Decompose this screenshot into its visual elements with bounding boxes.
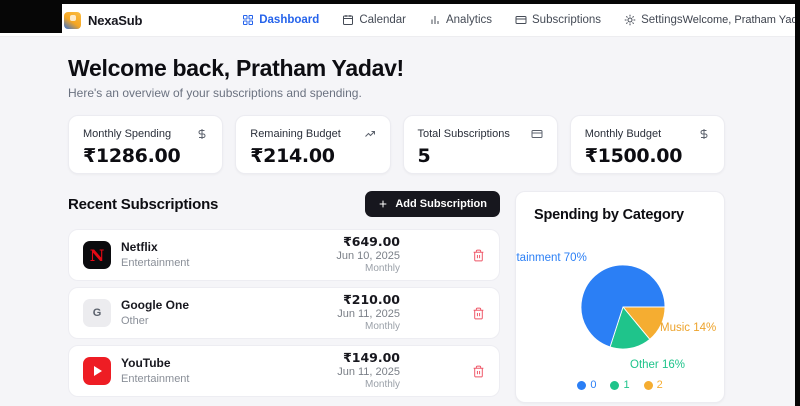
subscription-date: Jun 11, 2025	[337, 307, 400, 320]
subscription-price: ₹649.00	[343, 234, 400, 250]
stat-card-monthly-spending: Monthly Spending ₹1286.00	[68, 115, 224, 174]
nav-item-calendar[interactable]: Calendar	[342, 14, 406, 26]
delete-subscription-button[interactable]	[472, 307, 485, 320]
youtube-logo-icon	[83, 357, 111, 385]
subscription-category: Other	[121, 314, 149, 327]
stat-card-remaining-budget: Remaining Budget ₹214.00	[235, 115, 391, 174]
nav-right: Welcome, Pratham Yadav Sign Out	[683, 2, 800, 38]
stat-label: Total Subscriptions	[417, 128, 510, 140]
add-subscription-label: Add Subscription	[395, 198, 487, 210]
legend-label: 0	[590, 379, 597, 391]
stat-card-total-subscriptions: Total Subscriptions 5	[402, 115, 558, 174]
subscriptions-card-icon	[515, 16, 527, 24]
brand-name: NexaSub	[88, 12, 143, 28]
nav-label: Settings	[641, 14, 683, 26]
stat-label: Monthly Budget	[584, 128, 662, 140]
nexasub-logo-icon	[64, 11, 81, 29]
legend-item-1[interactable]: 1	[610, 379, 630, 391]
nav-label: Analytics	[445, 14, 493, 26]
play-icon	[94, 366, 102, 376]
legend-item-0[interactable]: 0	[577, 379, 596, 391]
subscription-row-google-one: G Google One Other ₹210.00 Jun 11, 2025 …	[68, 287, 500, 339]
nav-item-subscriptions[interactable]: Subscriptions	[515, 14, 601, 26]
trending-up-icon	[364, 128, 376, 140]
stat-value: ₹1500.00	[584, 145, 683, 167]
recent-subscriptions-section: Recent Subscriptions Add Subscription N …	[68, 191, 500, 403]
top-navbar: NexaSub Dashboard Calendar Analytics Sub…	[0, 4, 800, 37]
spending-by-category-card: Spending by Category Entertainment 70% M…	[515, 191, 725, 403]
subscription-frequency: Monthly	[364, 321, 400, 333]
pie-label-other: Other 16%	[630, 359, 685, 371]
credit-card-icon	[531, 128, 543, 140]
subscription-row-netflix: N Netflix Entertainment ₹649.00 Jun 10, …	[68, 229, 500, 281]
main-content: Welcome back, Pratham Yadav! Here's an o…	[0, 37, 795, 403]
brand: NexaSub	[64, 11, 143, 29]
legend-dot-orange	[643, 380, 653, 390]
pie-label-music: Music 14%	[660, 322, 717, 334]
subscription-row-youtube: YouTube Entertainment ₹149.00 Jun 11, 20…	[68, 345, 500, 397]
nav-item-settings[interactable]: Settings	[624, 14, 683, 26]
stat-label: Monthly Spending	[83, 128, 172, 140]
analytics-bars-icon	[431, 16, 439, 24]
subscription-price: ₹210.00	[343, 292, 400, 308]
legend-dot-green	[610, 380, 620, 390]
stat-value: ₹1286.00	[83, 145, 181, 167]
subscription-name: YouTube	[121, 356, 171, 371]
stat-value: 5	[417, 145, 431, 167]
capture-frame-right	[795, 0, 800, 406]
page-subtitle: Here's an overview of your subscriptions…	[68, 86, 362, 100]
subscription-frequency: Monthly	[364, 263, 400, 275]
legend-item-2[interactable]: 2	[643, 379, 663, 391]
trash-icon	[473, 365, 484, 377]
legend-label: 1	[623, 379, 630, 391]
pie-label-entertainment: Entertainment 70%	[516, 252, 587, 264]
plus-icon	[379, 200, 387, 208]
subscription-date: Jun 10, 2025	[336, 249, 400, 262]
calendar-icon	[343, 15, 354, 25]
nav-menu: Dashboard Calendar Analytics Subscriptio…	[242, 14, 683, 26]
stat-value: ₹214.00	[250, 145, 335, 167]
subscription-frequency: Monthly	[364, 379, 400, 391]
pie-chart	[580, 264, 666, 350]
delete-subscription-button[interactable]	[472, 249, 485, 262]
subscription-category: Entertainment	[121, 372, 190, 385]
delete-subscription-button[interactable]	[472, 365, 485, 378]
stat-card-monthly-budget: Monthly Budget ₹1500.00	[569, 115, 725, 174]
subscription-name: Netflix	[121, 240, 158, 255]
capture-frame-top	[0, 0, 800, 4]
trash-icon	[473, 249, 484, 261]
netflix-logo-icon: N	[83, 241, 111, 269]
subscription-price: ₹149.00	[343, 350, 400, 366]
dollar-icon	[196, 128, 208, 140]
dashboard-grid-icon	[243, 15, 254, 25]
capture-frame-corner	[0, 0, 62, 33]
nav-label: Calendar	[359, 14, 406, 26]
chart-legend: 0 1 2	[516, 379, 724, 391]
nav-label: Subscriptions	[532, 14, 602, 26]
subscription-list: N Netflix Entertainment ₹649.00 Jun 10, …	[68, 229, 500, 397]
dollar-icon	[698, 128, 710, 140]
stats-grid: Monthly Spending ₹1286.00 Remaining Budg…	[68, 115, 725, 174]
subscription-category: Entertainment	[121, 256, 190, 269]
legend-label: 2	[656, 379, 663, 391]
legend-dot-blue	[577, 380, 587, 390]
welcome-user-text: Welcome, Pratham Yadav	[682, 14, 800, 26]
google-one-logo-icon: G	[83, 299, 111, 327]
chart-title: Spending by Category	[534, 207, 684, 223]
subscription-name: Google One	[121, 298, 190, 313]
stat-label: Remaining Budget	[250, 128, 341, 140]
page-title: Welcome back, Pratham Yadav!	[68, 55, 404, 81]
add-subscription-button[interactable]: Add Subscription	[365, 191, 500, 217]
nav-item-dashboard[interactable]: Dashboard	[242, 14, 319, 26]
nav-label: Dashboard	[259, 14, 320, 26]
nav-item-analytics[interactable]: Analytics	[429, 14, 492, 26]
settings-gear-icon	[624, 14, 636, 26]
trash-icon	[473, 307, 484, 319]
section-title: Recent Subscriptions	[68, 195, 219, 213]
pie-slice-entertainment	[580, 264, 666, 348]
subscription-date: Jun 11, 2025	[337, 365, 400, 378]
